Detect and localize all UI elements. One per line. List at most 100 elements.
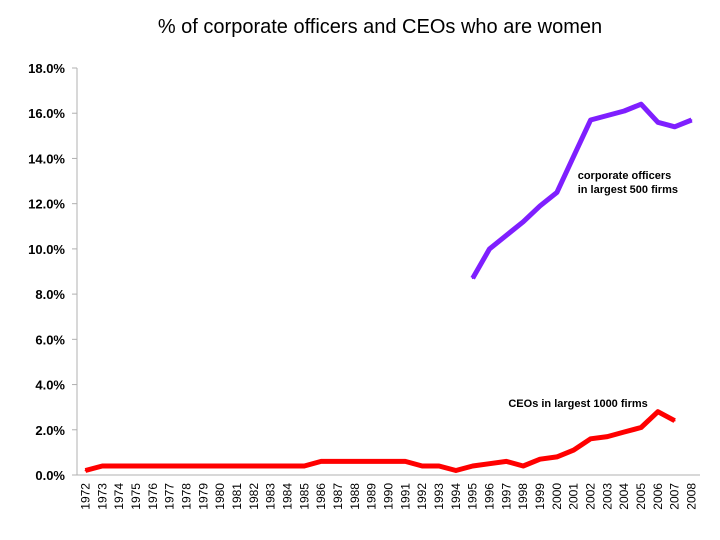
data-point xyxy=(488,248,491,250)
x-tick-label: 1998 xyxy=(516,483,530,510)
data-point xyxy=(337,460,339,463)
data-point xyxy=(623,431,626,433)
data-point xyxy=(135,465,137,467)
data-point xyxy=(404,460,407,463)
y-tick-label: 12.0% xyxy=(28,197,65,212)
x-tick-label: 1977 xyxy=(163,483,177,510)
data-point xyxy=(202,465,205,467)
x-tick-label: 2002 xyxy=(584,483,598,510)
x-tick-label: 1981 xyxy=(230,483,244,510)
x-tick-label: 1985 xyxy=(297,483,311,510)
data-point xyxy=(286,465,289,467)
data-point xyxy=(539,205,541,207)
data-point xyxy=(168,465,171,467)
data-point xyxy=(606,435,609,438)
x-tick-label: 2007 xyxy=(668,483,682,510)
data-point xyxy=(101,465,104,467)
x-tick-label: 2006 xyxy=(651,483,665,510)
data-point xyxy=(673,419,676,422)
data-point xyxy=(118,465,120,467)
x-tick-label: 1999 xyxy=(533,483,547,510)
data-point xyxy=(556,456,558,458)
x-tick-label: 1992 xyxy=(415,483,429,510)
x-tick-label: 1994 xyxy=(449,483,463,510)
data-point xyxy=(269,465,272,467)
y-tick-label: 8.0% xyxy=(35,287,65,302)
y-tick-label: 6.0% xyxy=(35,332,65,347)
data-point xyxy=(657,121,659,124)
y-tick-labels: 0.0% 2.0% 4.0% 6.0% 8.0% 10.0% 12.0% 14.0% 16.0%… xyxy=(28,61,77,483)
series-annotations: corporate officers in largest 500 firms CE… xyxy=(508,170,678,410)
y-tick-label: 2.0% xyxy=(35,423,65,438)
data-point xyxy=(572,449,575,451)
data-point xyxy=(606,114,609,117)
data-point xyxy=(303,465,306,467)
x-tick-label: 1982 xyxy=(247,483,261,510)
x-tick-labels: 1972 1973 1974 1975 1976 1977 1978 1979 1980 1981… xyxy=(78,483,698,510)
x-tick-label: 1993 xyxy=(432,483,446,510)
data-point xyxy=(522,220,525,223)
data-point xyxy=(236,465,238,467)
x-tick-label: 2004 xyxy=(617,483,631,510)
x-tick-label: 1973 xyxy=(95,483,109,510)
x-tick-label: 2005 xyxy=(634,483,648,510)
data-point xyxy=(589,438,592,440)
data-point xyxy=(471,277,474,280)
x-tick-label: 1976 xyxy=(146,483,160,510)
series-line-1 xyxy=(84,409,676,473)
y-tick-label: 0.0% xyxy=(35,468,65,483)
x-tick-label: 1986 xyxy=(314,483,328,510)
data-point xyxy=(252,465,255,467)
x-tick-label: 2003 xyxy=(600,483,614,510)
x-tick-label: 1991 xyxy=(398,483,412,510)
data-point xyxy=(690,119,693,121)
x-tick-label: 2001 xyxy=(567,483,581,510)
data-point xyxy=(421,465,423,467)
y-tick-label: 4.0% xyxy=(35,378,65,393)
data-point xyxy=(219,465,221,467)
x-tick-label: 1989 xyxy=(365,483,379,510)
data-point xyxy=(354,460,356,463)
data-point xyxy=(505,234,508,237)
x-tick-label: 1979 xyxy=(196,483,210,510)
x-tick-label: 1987 xyxy=(331,483,345,510)
data-point xyxy=(657,410,659,413)
x-tick-label: 1980 xyxy=(213,483,227,510)
x-tick-label: 1972 xyxy=(78,483,92,510)
series-line-0 xyxy=(470,101,693,280)
data-point xyxy=(370,460,373,463)
x-tick-label: 1997 xyxy=(499,483,513,510)
x-tick-label: 1984 xyxy=(280,483,294,510)
data-point xyxy=(640,426,642,429)
data-point xyxy=(151,465,154,467)
x-tick-label: 1990 xyxy=(382,483,396,510)
data-point xyxy=(488,462,491,465)
data-point xyxy=(320,460,322,463)
data-point xyxy=(84,469,87,472)
axes xyxy=(76,68,700,476)
x-tick-label: 2000 xyxy=(550,483,564,510)
x-tick-label: 1988 xyxy=(348,483,362,510)
data-point xyxy=(471,465,474,467)
y-tick-label: 14.0% xyxy=(28,151,65,166)
data-point xyxy=(589,119,592,121)
x-tick-label: 1996 xyxy=(483,483,497,510)
data-point xyxy=(572,155,575,157)
data-point xyxy=(522,465,525,467)
data-point xyxy=(387,460,390,463)
data-point xyxy=(455,469,457,472)
series-annotation-officers: in largest 500 firms xyxy=(578,184,678,196)
data-point xyxy=(556,191,558,194)
x-tick-label: 1975 xyxy=(129,483,143,510)
data-point xyxy=(623,110,626,112)
series-lines xyxy=(84,101,693,473)
y-tick-label: 16.0% xyxy=(28,106,65,121)
x-tick-label: 1995 xyxy=(466,483,480,510)
data-point xyxy=(673,125,676,128)
x-tick-label: 1983 xyxy=(264,483,278,510)
y-tick-label: 18.0% xyxy=(28,61,65,76)
x-tick-label: 2008 xyxy=(685,483,699,510)
data-point xyxy=(438,465,440,467)
data-point xyxy=(640,103,642,105)
